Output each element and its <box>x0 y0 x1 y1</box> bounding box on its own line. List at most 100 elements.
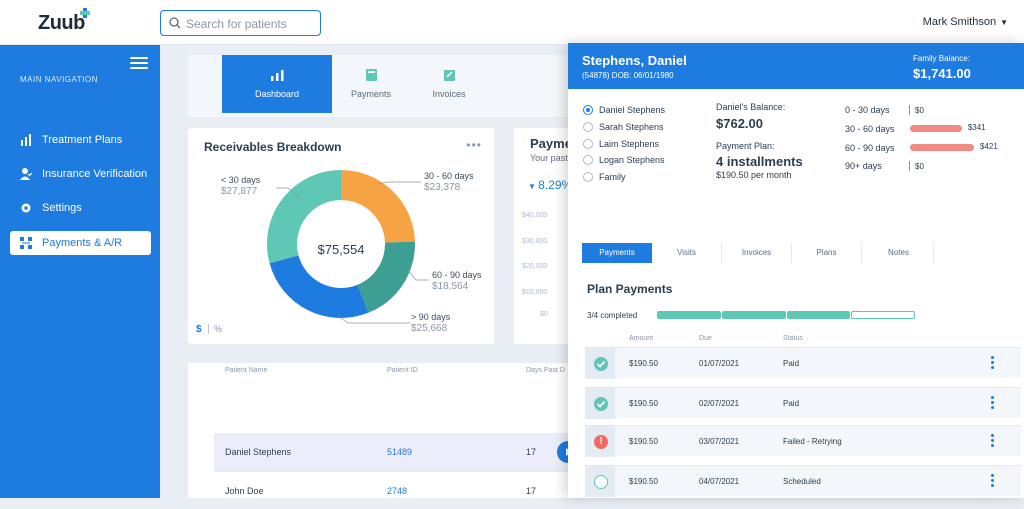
aging-label: 90+ days <box>845 161 882 171</box>
payment-amount: $190.50 <box>629 477 658 486</box>
family-member-radio[interactable] <box>583 122 593 132</box>
tab-plans[interactable]: Plans <box>792 243 862 263</box>
patient-name: Daniel Stephens <box>225 447 292 457</box>
aging-value: $341 <box>967 123 986 132</box>
family-member-label: Laim Stephens <box>599 139 660 149</box>
plan-payments-title: Plan Payments <box>587 282 673 296</box>
family-member-label: Sarah Stephens <box>599 122 664 132</box>
donut-slice[interactable] <box>269 255 369 318</box>
table-header: Days Past D <box>526 367 565 374</box>
more-vertical-icon[interactable] <box>991 434 994 449</box>
payments-card: Payme Your past ▼ 8.29% $40,000 $30,000 … <box>514 128 574 344</box>
leader-line <box>377 181 421 185</box>
tab-invoices[interactable]: Invoices <box>410 55 488 113</box>
tab-payments[interactable]: Payments <box>582 243 652 263</box>
family-balance-value: $1,741.00 <box>913 66 971 81</box>
donut-slice[interactable] <box>357 241 415 313</box>
user-check-icon <box>20 168 32 180</box>
patient-id-link[interactable]: 51489 <box>387 447 413 457</box>
y-axis-label: $40,000 <box>522 212 548 219</box>
column-header: Amount <box>629 335 654 342</box>
family-member-radio[interactable] <box>583 172 593 182</box>
logo-plus-icon <box>80 8 90 18</box>
sidebar-item-label: Insurance Verification <box>42 168 148 180</box>
legend-value: $27,877 <box>221 186 258 197</box>
legend-value: $25,668 <box>411 323 448 334</box>
sidebar-item-settings[interactable]: Settings <box>10 196 151 220</box>
payment-row[interactable]: $190.50 01/07/2021 Paid <box>585 347 1021 379</box>
aging-axis-tick <box>909 105 910 115</box>
tab-label: Dashboard <box>254 89 300 99</box>
toggle-dollar[interactable]: $ <box>196 324 202 335</box>
user-menu[interactable]: Mark Smithson ▼ <box>923 16 1008 28</box>
family-member-radio[interactable] <box>583 155 593 165</box>
payment-status: Paid <box>783 399 800 408</box>
legend-label: < 30 days $27,877 <box>221 174 260 198</box>
more-vertical-icon[interactable] <box>991 474 994 489</box>
more-vertical-icon[interactable] <box>991 396 994 411</box>
patient-name: Stephens, Daniel <box>582 53 687 68</box>
tab-label: Payments <box>350 89 392 99</box>
arrow-down-icon: ▼ <box>528 182 539 191</box>
family-member-label: Logan Stephens <box>599 155 665 165</box>
user-name: Mark Smithson <box>922 16 997 28</box>
bar-chart-icon <box>270 70 283 81</box>
legend-label: 60 - 90 days $18,564 <box>432 269 482 293</box>
table-header: Patient Name <box>225 367 268 374</box>
main-content: Dashboard Payments Invoices Receivables … <box>160 45 1024 498</box>
donut-slice[interactable] <box>267 170 341 264</box>
bar-chart-icon <box>21 134 31 146</box>
search-icon <box>169 17 181 29</box>
more-vertical-icon[interactable] <box>991 356 994 371</box>
toggle-percent[interactable]: % <box>214 324 223 334</box>
payment-row[interactable]: $190.50 04/07/2021 Scheduled <box>585 465 1021 497</box>
payment-status: Paid <box>783 359 800 368</box>
receivables-card: Receivables Breakdown ••• $75,554 < 30 d… <box>188 128 494 344</box>
table-row[interactable]: John Doe 2748 17 <box>214 471 574 509</box>
search-input[interactable]: Search for patients <box>160 10 321 36</box>
patient-id-link[interactable]: 2748 <box>387 486 408 496</box>
tab-dashboard[interactable]: Dashboard <box>222 55 332 113</box>
donut-slice[interactable] <box>341 170 415 243</box>
sidebar-item-insurance-verification[interactable]: Insurance Verification <box>10 162 151 186</box>
logo: Zuub <box>38 12 85 34</box>
legend-value: $18,564 <box>432 281 469 292</box>
payment-row[interactable]: ! $190.50 03/07/2021 Failed - Retrying <box>585 425 1021 457</box>
network-icon <box>20 237 32 249</box>
family-member-radio[interactable] <box>583 139 593 149</box>
hamburger-menu-icon[interactable] <box>130 57 148 71</box>
sidebar-item-payments-ar[interactable]: Payments & A/R <box>10 231 151 255</box>
tab-notes[interactable]: Notes <box>864 243 934 263</box>
balance-value: $762.00 <box>716 116 763 131</box>
y-axis-label: $30,000 <box>522 238 548 245</box>
card-subtitle: Your past <box>530 153 568 163</box>
sidebar-item-label: Treatment Plans <box>42 134 123 146</box>
gear-icon <box>21 203 31 213</box>
legend-value: $23,378 <box>424 182 461 193</box>
trend-percent: ▼ 8.29% <box>528 178 572 192</box>
table-row[interactable]: Daniel Stephens 51489 17 <box>214 433 574 471</box>
status-icon-cell <box>585 466 615 497</box>
sidebar-item-treatment-plans[interactable]: Treatment Plans <box>10 128 151 152</box>
sidebar-item-label: Payments & A/R <box>42 237 123 249</box>
payment-plan-value: 4 installments <box>716 154 803 169</box>
table-header: Patient ID <box>387 367 418 374</box>
payment-row[interactable]: $190.50 02/07/2021 Paid <box>585 387 1021 419</box>
tab-visits[interactable]: Visits <box>652 243 722 263</box>
donut-chart: $75,554 <box>267 170 429 324</box>
payment-amount: $190.50 <box>629 359 658 368</box>
search-placeholder: Search for patients <box>186 17 287 31</box>
chevron-down-icon: ▼ <box>1000 18 1008 27</box>
legend-category: < 30 days <box>221 175 261 185</box>
family-member-radio[interactable] <box>583 105 593 115</box>
progress-segment <box>721 311 786 319</box>
tab-payments[interactable]: Payments <box>332 55 410 113</box>
more-options-icon[interactable]: ••• <box>466 138 482 152</box>
family-member-label: Family <box>599 172 626 182</box>
patient-id-dob: (54878) DOB: 06/01/1980 <box>582 71 674 80</box>
tab-invoices[interactable]: Invoices <box>722 243 792 263</box>
progress-segment <box>851 311 915 319</box>
trend-value: 8.29% <box>538 178 573 192</box>
y-axis-label: $10,000 <box>522 289 548 296</box>
payment-plan-label: Payment Plan: <box>716 141 775 151</box>
